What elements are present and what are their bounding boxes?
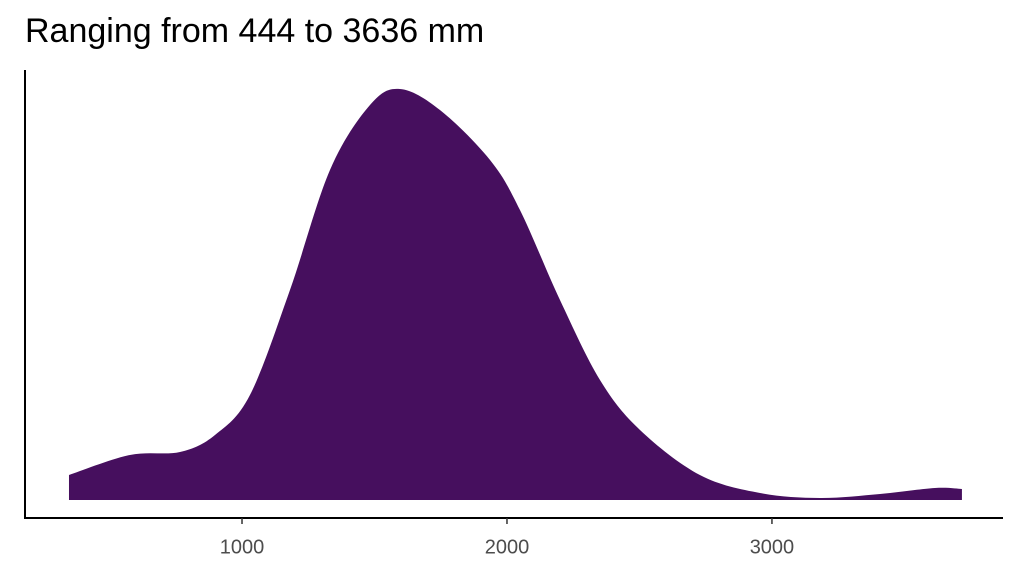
- x-tick-label: 1000: [220, 536, 265, 558]
- x-tick-label: 3000: [750, 536, 795, 558]
- chart-title: Ranging from 444 to 3636 mm: [25, 12, 484, 50]
- density-area: [68, 88, 962, 500]
- x-tick-label: 2000: [485, 536, 530, 558]
